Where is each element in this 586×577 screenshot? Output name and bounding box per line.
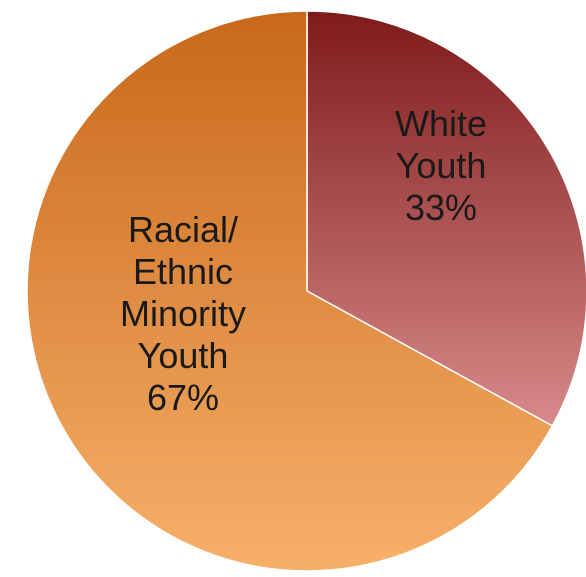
slice-value-label: 67% (147, 377, 219, 418)
slice-category-label: Racial/ (128, 209, 238, 250)
slice-category-label: Minority (120, 293, 246, 334)
slice-category-label: Youth (138, 335, 229, 376)
pie-slice-0 (306, 10, 586, 427)
slice-category-label: Youth (396, 145, 487, 186)
pie-slices (26, 10, 586, 572)
pie-slice-1 (26, 10, 554, 572)
slice-label-1: Racial/Ethnic Minority Youth 67% (120, 209, 246, 418)
slice-label-0: White Youth 33% (395, 103, 487, 228)
slice-category-label: White (395, 103, 487, 144)
pie-labels: White Youth 33%Racial/Ethnic Minority Youth 6… (120, 103, 487, 418)
slice-category-label: Ethnic (133, 251, 233, 292)
slice-value-label: 33% (405, 187, 477, 228)
